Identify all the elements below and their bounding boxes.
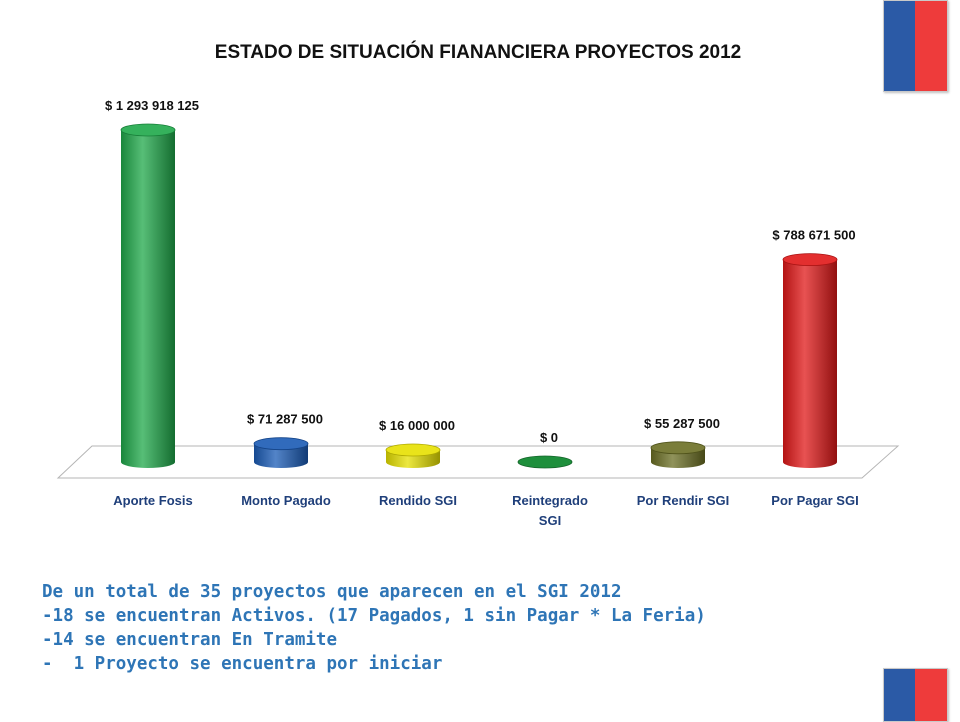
note-line: - 1 Proyecto se encuentra por iniciar [42, 654, 443, 674]
bar-top-por-rendir-sgi [650, 441, 706, 455]
data-label: $ 788 671 500 [772, 228, 855, 243]
bar-chart: ESTADO DE SITUACIÓN FIANANCIERA PROYECTO… [56, 41, 900, 528]
data-label: $ 16 000 000 [379, 418, 455, 433]
chart-title: ESTADO DE SITUACIÓN FIANANCIERA PROYECTO… [215, 41, 741, 63]
chart-floor [56, 445, 900, 479]
bar-top-por-pagar-sgi [782, 253, 838, 267]
category-label: Reintegrado SGI [512, 493, 588, 528]
category-label: Rendido SGI [379, 493, 457, 508]
flag-decoration-top [883, 0, 948, 92]
note-line: De un total de 35 proyectos que aparecen… [42, 582, 622, 602]
note-line: -14 se encuentran En Tramite [42, 630, 338, 650]
flag-decoration-bottom [883, 668, 948, 722]
data-label: $ 1 293 918 125 [105, 98, 199, 113]
category-label: Por Rendir SGI [637, 493, 729, 508]
bar-aporte-fosis [121, 130, 175, 468]
bar-monto-pagado [254, 443, 308, 468]
category-label: Aporte Fosis [113, 493, 192, 508]
note-line: -18 se encuentran Activos. (17 Pagados, … [42, 606, 706, 626]
bar-top-rendido-sgi [385, 443, 441, 457]
bar-top-monto-pagado [253, 437, 309, 451]
category-label: Monto Pagado [241, 493, 331, 508]
bar-por-pagar-sgi [783, 259, 837, 468]
data-label: $ 0 [540, 430, 558, 445]
bar-reintegrado-sgi [517, 455, 573, 469]
summary-notes: De un total de 35 proyectos que aparecen… [42, 580, 706, 676]
data-label: $ 71 287 500 [247, 412, 323, 427]
category-label: Por Pagar SGI [771, 493, 858, 508]
data-label: $ 55 287 500 [644, 416, 720, 431]
bar-top-aporte-fosis [120, 123, 176, 137]
